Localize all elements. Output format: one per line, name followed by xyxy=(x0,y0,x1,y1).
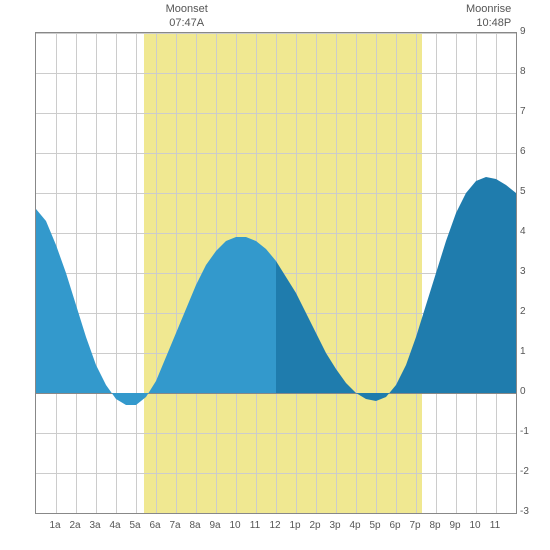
y-tick-label: 4 xyxy=(520,226,526,237)
y-tick-label: 1 xyxy=(520,346,526,357)
tide-area-pm xyxy=(276,177,516,401)
tide-chart: Moonset 07:47A Moonrise 10:48P -3-2-1012… xyxy=(0,0,550,550)
y-tick-label: 6 xyxy=(520,146,526,157)
y-tick-label: 3 xyxy=(520,266,526,277)
y-tick-label: -1 xyxy=(520,426,529,437)
moonrise-title: Moonrise xyxy=(466,3,511,15)
x-tick-label: 7a xyxy=(169,520,180,531)
moonrise-time: 10:48P xyxy=(476,17,511,29)
moonset-time: 07:47A xyxy=(169,17,204,29)
x-tick-label: 8p xyxy=(429,520,440,531)
moonrise-label: Moonrise 10:48P xyxy=(466,2,511,31)
x-tick-label: 3a xyxy=(89,520,100,531)
y-tick-label: -3 xyxy=(520,506,529,517)
y-tick-label: 2 xyxy=(520,306,526,317)
x-tick-label: 8a xyxy=(189,520,200,531)
x-tick-label: 9p xyxy=(449,520,460,531)
moonset-label: Moonset 07:47A xyxy=(166,2,208,31)
x-tick-label: 6p xyxy=(389,520,400,531)
x-tick-label: 2p xyxy=(309,520,320,531)
y-tick-label: 0 xyxy=(520,386,526,397)
x-tick-label: 7p xyxy=(409,520,420,531)
moonset-title: Moonset xyxy=(166,3,208,15)
x-tick-label: 4a xyxy=(109,520,120,531)
y-tick-label: -2 xyxy=(520,466,529,477)
x-tick-label: 5a xyxy=(129,520,140,531)
x-tick-label: 12 xyxy=(269,520,280,531)
x-tick-label: 2a xyxy=(69,520,80,531)
x-tick-label: 5p xyxy=(369,520,380,531)
x-tick-label: 9a xyxy=(209,520,220,531)
x-tick-label: 4p xyxy=(349,520,360,531)
plot-area xyxy=(35,32,517,514)
x-tick-label: 11 xyxy=(490,520,500,531)
y-tick-label: 7 xyxy=(520,106,526,117)
y-tick-label: 9 xyxy=(520,26,526,37)
grid-h xyxy=(36,513,516,514)
x-tick-label: 1a xyxy=(49,520,60,531)
y-tick-label: 8 xyxy=(520,66,526,77)
x-tick-label: 6a xyxy=(149,520,160,531)
y-tick-label: 5 xyxy=(520,186,526,197)
tide-area-am xyxy=(36,209,276,405)
x-tick-label: 10 xyxy=(469,520,480,531)
tide-area xyxy=(36,33,516,513)
x-tick-label: 1p xyxy=(289,520,300,531)
x-tick-label: 11 xyxy=(250,520,260,531)
x-tick-label: 10 xyxy=(229,520,240,531)
x-tick-label: 3p xyxy=(329,520,340,531)
